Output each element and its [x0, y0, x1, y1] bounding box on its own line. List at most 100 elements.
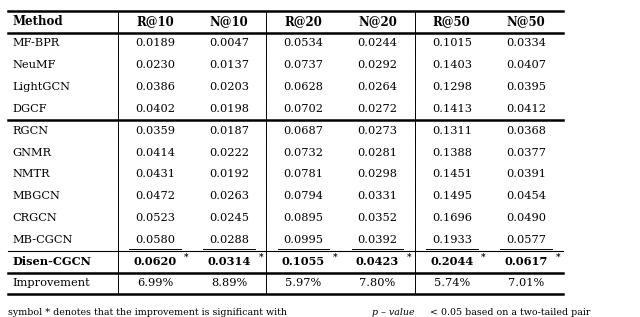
Text: N@20: N@20	[358, 15, 397, 28]
Text: R@50: R@50	[433, 15, 470, 28]
Text: 0.1055: 0.1055	[282, 256, 325, 267]
Text: MB-CGCN: MB-CGCN	[13, 235, 73, 245]
Text: 0.0263: 0.0263	[209, 191, 249, 201]
Text: 0.0431: 0.0431	[135, 169, 175, 179]
Text: Method: Method	[13, 15, 63, 28]
Text: symbol * denotes that the improvement is significant with: symbol * denotes that the improvement is…	[8, 308, 290, 317]
Text: 0.0781: 0.0781	[284, 169, 323, 179]
Text: 0.0137: 0.0137	[209, 60, 249, 70]
Text: R@20: R@20	[284, 15, 323, 28]
Text: 0.0264: 0.0264	[358, 82, 397, 92]
Text: 6.99%: 6.99%	[137, 278, 173, 288]
Text: 0.0298: 0.0298	[358, 169, 397, 179]
Text: 5.97%: 5.97%	[285, 278, 321, 288]
Text: 0.0732: 0.0732	[284, 147, 323, 158]
Text: 0.0414: 0.0414	[135, 147, 175, 158]
Text: 7.01%: 7.01%	[508, 278, 544, 288]
Text: 0.0192: 0.0192	[209, 169, 249, 179]
Text: 0.0189: 0.0189	[135, 38, 175, 49]
Text: NeuMF: NeuMF	[13, 60, 56, 70]
Text: 0.0407: 0.0407	[506, 60, 546, 70]
Text: MBGCN: MBGCN	[13, 191, 61, 201]
Text: 0.0281: 0.0281	[358, 147, 397, 158]
Text: 0.1451: 0.1451	[432, 169, 472, 179]
Text: R@10: R@10	[136, 15, 173, 28]
Text: 0.1495: 0.1495	[432, 191, 472, 201]
Text: 0.0620: 0.0620	[133, 256, 177, 267]
Text: 0.0472: 0.0472	[135, 191, 175, 201]
Text: Disen-CGCN: Disen-CGCN	[13, 256, 92, 267]
Text: 8.89%: 8.89%	[211, 278, 247, 288]
Text: 0.0230: 0.0230	[135, 60, 175, 70]
Text: N@10: N@10	[210, 15, 248, 28]
Text: 0.0288: 0.0288	[209, 235, 249, 245]
Text: 0.1413: 0.1413	[432, 104, 472, 114]
Text: 0.1696: 0.1696	[432, 213, 472, 223]
Text: 0.0245: 0.0245	[209, 213, 249, 223]
Text: 0.0523: 0.0523	[135, 213, 175, 223]
Text: LightGCN: LightGCN	[13, 82, 71, 92]
Text: NMTR: NMTR	[13, 169, 51, 179]
Text: *: *	[259, 252, 263, 261]
Text: RGCN: RGCN	[13, 126, 49, 136]
Text: 0.0272: 0.0272	[358, 104, 397, 114]
Text: 0.0352: 0.0352	[358, 213, 397, 223]
Text: 0.0402: 0.0402	[135, 104, 175, 114]
Text: 5.74%: 5.74%	[434, 278, 470, 288]
Text: 0.0794: 0.0794	[284, 191, 323, 201]
Text: 0.0244: 0.0244	[358, 38, 397, 49]
Text: 0.2044: 0.2044	[430, 256, 474, 267]
Text: 0.1933: 0.1933	[432, 235, 472, 245]
Text: 0.0273: 0.0273	[358, 126, 397, 136]
Text: *: *	[184, 252, 189, 261]
Text: GNMR: GNMR	[13, 147, 52, 158]
Text: 0.0334: 0.0334	[506, 38, 546, 49]
Text: CRGCN: CRGCN	[13, 213, 58, 223]
Text: 0.0490: 0.0490	[506, 213, 546, 223]
Text: 0.0580: 0.0580	[135, 235, 175, 245]
Text: 0.0702: 0.0702	[284, 104, 323, 114]
Text: *: *	[481, 252, 486, 261]
Text: 0.0392: 0.0392	[358, 235, 397, 245]
Text: 0.0395: 0.0395	[506, 82, 546, 92]
Text: 0.0222: 0.0222	[209, 147, 249, 158]
Text: 0.0412: 0.0412	[506, 104, 546, 114]
Text: 0.0386: 0.0386	[135, 82, 175, 92]
Text: DGCF: DGCF	[13, 104, 47, 114]
Text: Improvement: Improvement	[13, 278, 90, 288]
Text: 0.0368: 0.0368	[506, 126, 546, 136]
Text: 0.0187: 0.0187	[209, 126, 249, 136]
Text: *: *	[556, 252, 560, 261]
Text: 0.0628: 0.0628	[284, 82, 323, 92]
Text: 0.0995: 0.0995	[284, 235, 323, 245]
Text: 0.0047: 0.0047	[209, 38, 249, 49]
Text: 0.1298: 0.1298	[432, 82, 472, 92]
Text: 0.0391: 0.0391	[506, 169, 546, 179]
Text: < 0.05 based on a two-tailed pair: < 0.05 based on a two-tailed pair	[426, 308, 590, 317]
Text: 0.0577: 0.0577	[506, 235, 546, 245]
Text: 0.0423: 0.0423	[356, 256, 399, 267]
Text: 0.1015: 0.1015	[432, 38, 472, 49]
Text: N@50: N@50	[507, 15, 545, 28]
Text: 0.0292: 0.0292	[358, 60, 397, 70]
Text: 0.0203: 0.0203	[209, 82, 249, 92]
Text: 0.0454: 0.0454	[506, 191, 546, 201]
Text: 0.0737: 0.0737	[284, 60, 323, 70]
Text: 0.1403: 0.1403	[432, 60, 472, 70]
Text: 0.0617: 0.0617	[504, 256, 548, 267]
Text: 0.0687: 0.0687	[284, 126, 323, 136]
Text: 0.0359: 0.0359	[135, 126, 175, 136]
Text: MF-BPR: MF-BPR	[13, 38, 60, 49]
Text: 0.0331: 0.0331	[358, 191, 397, 201]
Text: p – value: p – value	[372, 308, 414, 317]
Text: 0.1311: 0.1311	[432, 126, 472, 136]
Text: *: *	[407, 252, 412, 261]
Text: 0.0198: 0.0198	[209, 104, 249, 114]
Text: 7.80%: 7.80%	[360, 278, 396, 288]
Text: 0.1388: 0.1388	[432, 147, 472, 158]
Text: 0.0534: 0.0534	[284, 38, 323, 49]
Text: 0.0314: 0.0314	[207, 256, 251, 267]
Text: 0.0895: 0.0895	[284, 213, 323, 223]
Text: 0.0377: 0.0377	[506, 147, 546, 158]
Text: *: *	[332, 252, 337, 261]
